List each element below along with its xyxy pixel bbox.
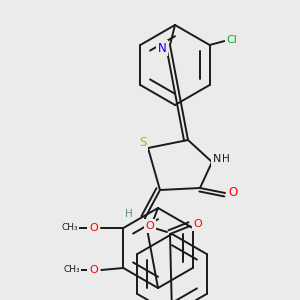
Text: O: O <box>146 221 154 231</box>
Text: O: O <box>228 187 238 200</box>
Text: methoxy: methoxy <box>62 269 68 271</box>
Text: CH₃: CH₃ <box>61 224 78 232</box>
Text: N: N <box>213 154 221 164</box>
Text: H: H <box>125 209 133 219</box>
Text: S: S <box>139 136 147 149</box>
Text: O: O <box>194 219 202 229</box>
Text: H: H <box>222 154 230 164</box>
Text: CH₃: CH₃ <box>63 266 80 274</box>
Text: O: O <box>89 223 98 233</box>
Text: N: N <box>158 41 166 55</box>
Text: O: O <box>89 265 98 275</box>
Text: Cl: Cl <box>226 35 237 45</box>
